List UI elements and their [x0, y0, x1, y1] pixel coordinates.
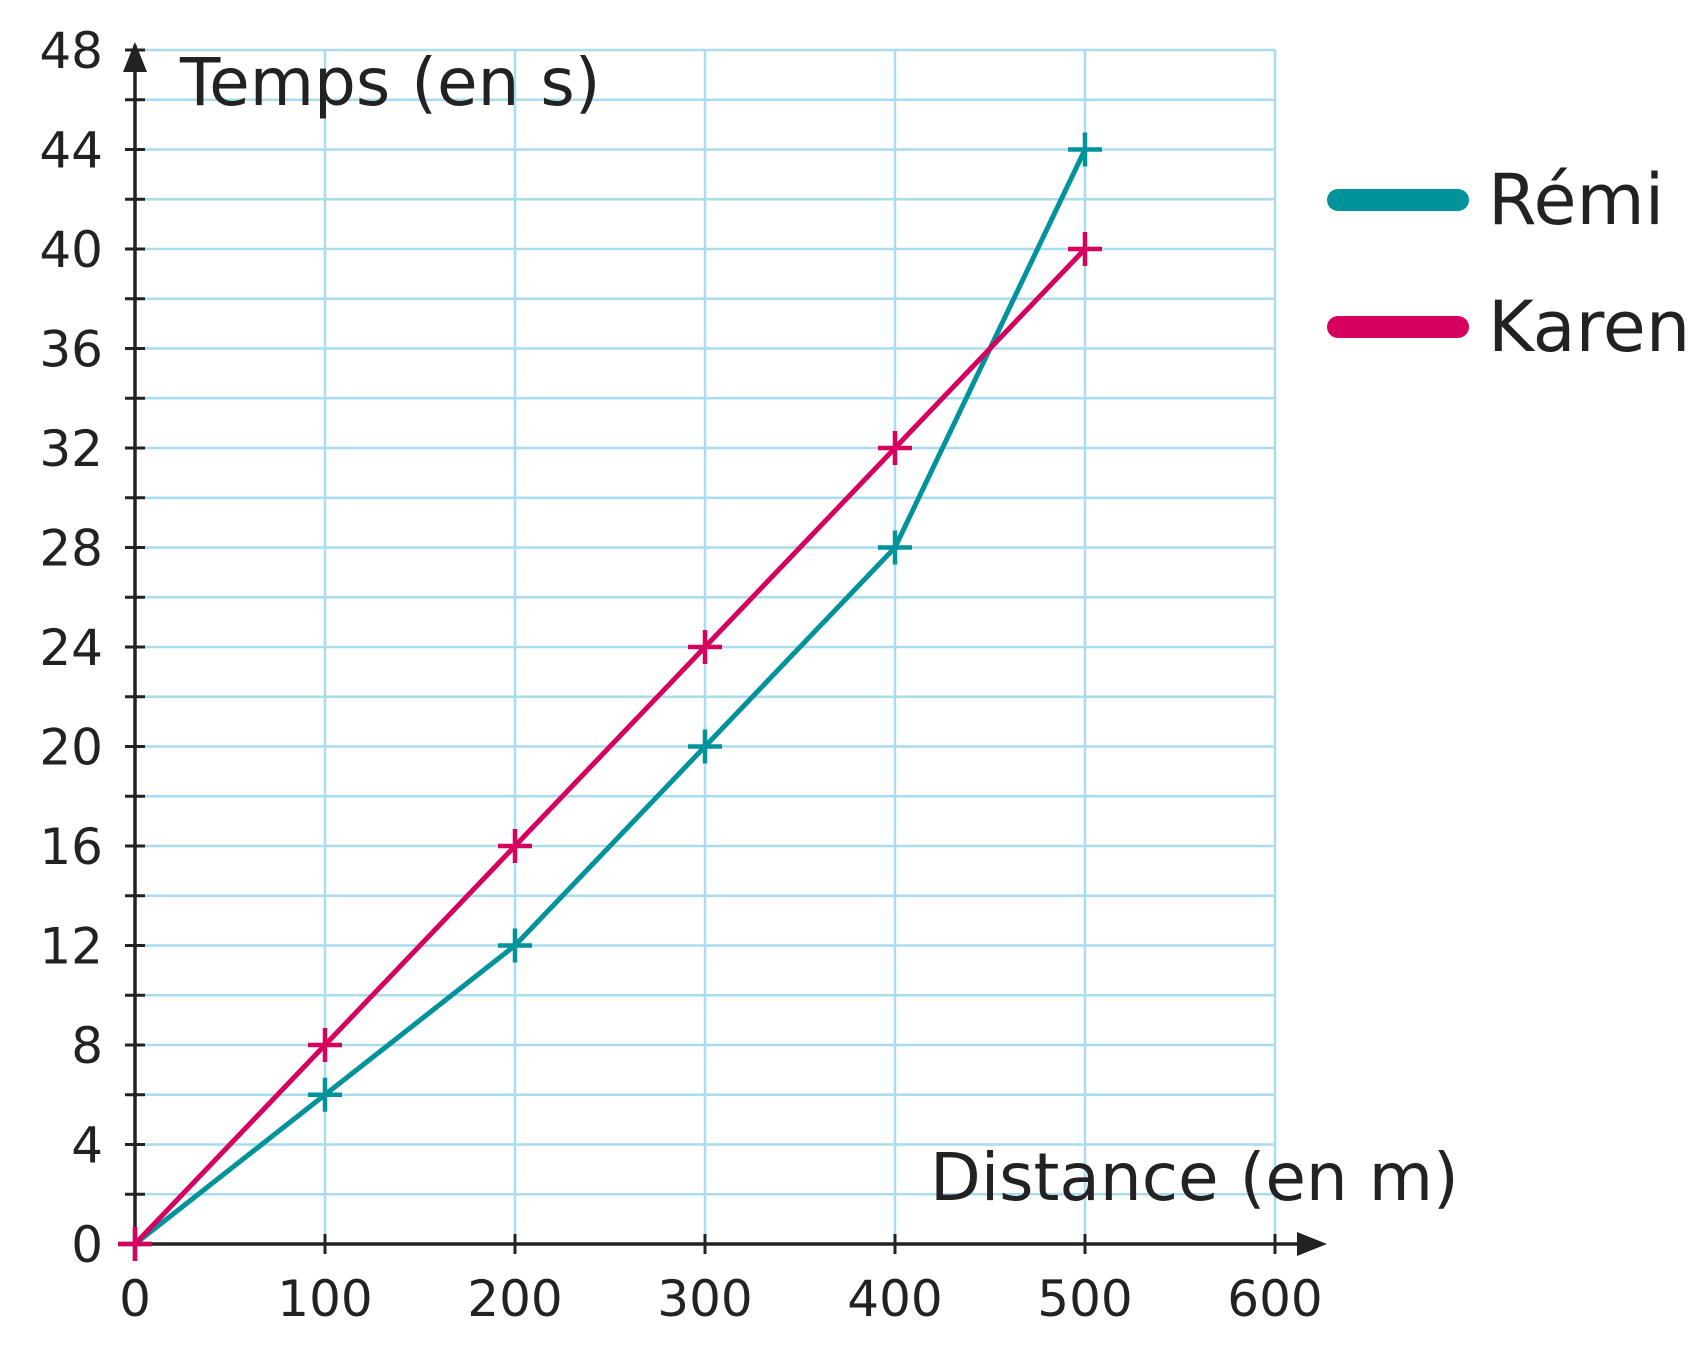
x-tick-label: 600 [1227, 1270, 1322, 1328]
x-axis-title: Distance (en m) [930, 1139, 1459, 1216]
legend-item-rémi: Rémi [1327, 159, 1664, 241]
y-tick-label: 4 [71, 1117, 103, 1175]
y-axis-title: Temps (en s) [179, 44, 601, 121]
data-point-marker [1068, 232, 1102, 266]
legend-item-karen: Karen [1327, 286, 1690, 368]
y-tick-label: 32 [39, 420, 103, 478]
x-axis-arrow-icon [1297, 1232, 1327, 1256]
data-point-marker [688, 729, 722, 764]
data-point-marker [118, 1227, 152, 1261]
data-point-marker [308, 1077, 342, 1112]
x-tick-label: 0 [119, 1270, 151, 1328]
data-point-marker [308, 1028, 342, 1062]
legend-label: Rémi [1488, 159, 1664, 241]
legend-label: Karen [1488, 286, 1690, 368]
y-tick-label: 24 [39, 619, 103, 677]
x-tick-label: 500 [1037, 1270, 1132, 1328]
y-tick-label: 20 [39, 719, 103, 777]
y-tick-label: 44 [39, 122, 103, 180]
data-point-marker [498, 829, 532, 863]
data-point-marker [1068, 132, 1102, 167]
x-tick-label: 400 [847, 1270, 942, 1328]
y-tick-label: 0 [71, 1216, 103, 1274]
y-tick-label: 16 [39, 818, 103, 876]
series-group [118, 132, 1102, 1261]
y-tick-label: 12 [39, 918, 103, 976]
y-tick-label: 40 [39, 221, 103, 279]
y-axis-arrow-icon [123, 42, 147, 72]
y-tick-label: 28 [39, 520, 103, 578]
axes [123, 42, 1327, 1256]
data-point-marker [498, 928, 532, 963]
series-line [133, 148, 1088, 1246]
y-tick-label: 8 [71, 1017, 103, 1075]
x-tick-label: 300 [657, 1270, 752, 1328]
series-line [133, 247, 1087, 1246]
legend: Rémi Karen [1327, 159, 1690, 368]
series-karen [118, 232, 1102, 1261]
tick-labels: 0 100 200 300 400 500 600048121620242832364044… [39, 22, 1322, 1328]
y-tick-label: 36 [39, 321, 103, 379]
data-point-marker [878, 431, 912, 465]
x-tick-label: 100 [277, 1270, 372, 1328]
y-tick-label: 48 [39, 22, 103, 80]
data-point-marker [878, 530, 912, 565]
x-tick-label: 200 [467, 1270, 562, 1328]
data-point-marker [688, 630, 722, 664]
